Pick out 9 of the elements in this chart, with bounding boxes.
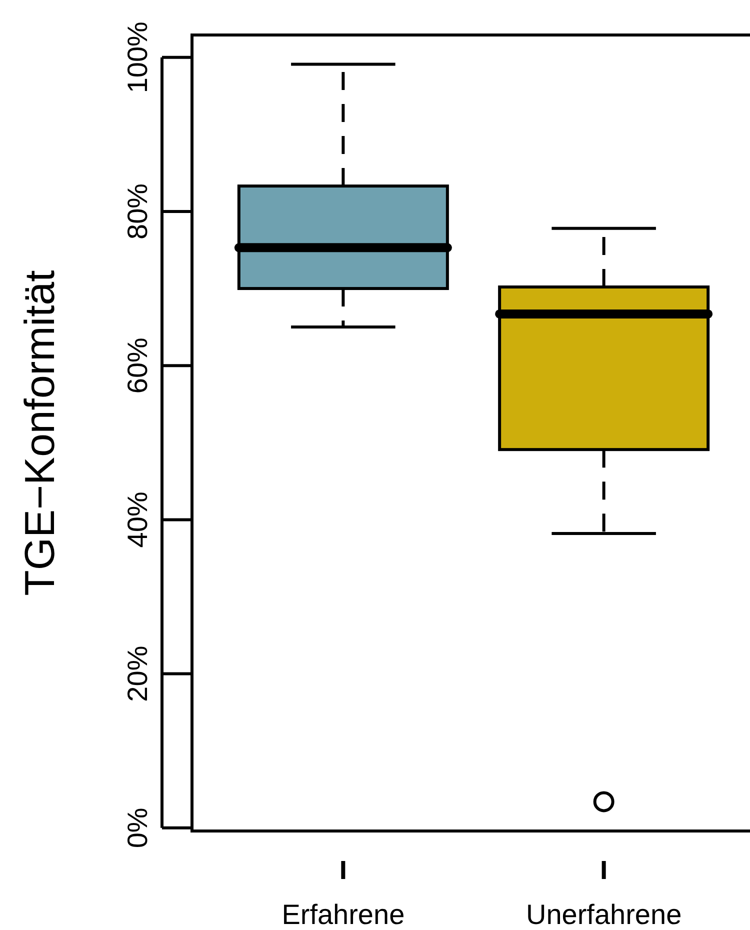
y-axis-title: TGE−Konformität <box>16 270 63 596</box>
x-tick-label: Unerfahrene <box>526 899 682 930</box>
y-tick-label: 0% <box>122 808 153 848</box>
y-tick-label: 100% <box>122 22 153 94</box>
y-tick-label: 20% <box>122 646 153 702</box>
y-tick-label: 60% <box>122 338 153 394</box>
y-tick-label: 40% <box>122 492 153 548</box>
x-tick-label: Erfahrene <box>282 899 405 930</box>
y-tick-label: 80% <box>122 183 153 240</box>
